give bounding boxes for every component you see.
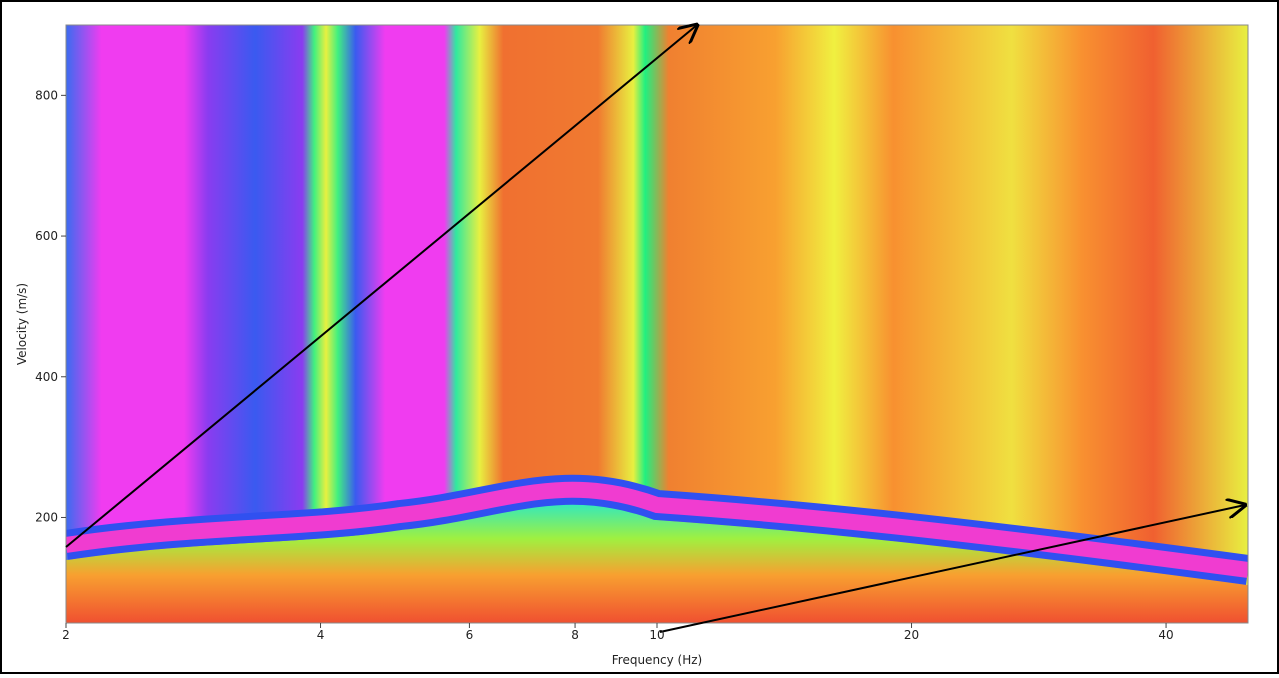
x-tick-label: 4	[317, 628, 325, 642]
x-tick-label: 8	[571, 628, 579, 642]
y-tick-label: 200	[35, 510, 58, 524]
y-tick-label: 600	[35, 229, 58, 243]
x-tick-label: 10	[649, 628, 664, 642]
heatmap-lower	[66, 502, 1248, 623]
dispersion-curve	[66, 481, 1248, 578]
x-tick-label: 6	[466, 628, 474, 642]
x-axis-label: Frequency (Hz)	[612, 653, 703, 667]
annotation-arrow	[65, 25, 697, 548]
x-tick-label: 20	[904, 628, 919, 642]
y-tick-label: 400	[35, 370, 58, 384]
y-axis-label: Velocity (m/s)	[15, 283, 29, 365]
y-tick-label: 800	[35, 88, 58, 102]
heatmap	[66, 25, 1248, 623]
annotation-arrow	[659, 505, 1245, 633]
x-tick-label: 2	[62, 628, 70, 642]
x-tick-label: 40	[1158, 628, 1173, 642]
